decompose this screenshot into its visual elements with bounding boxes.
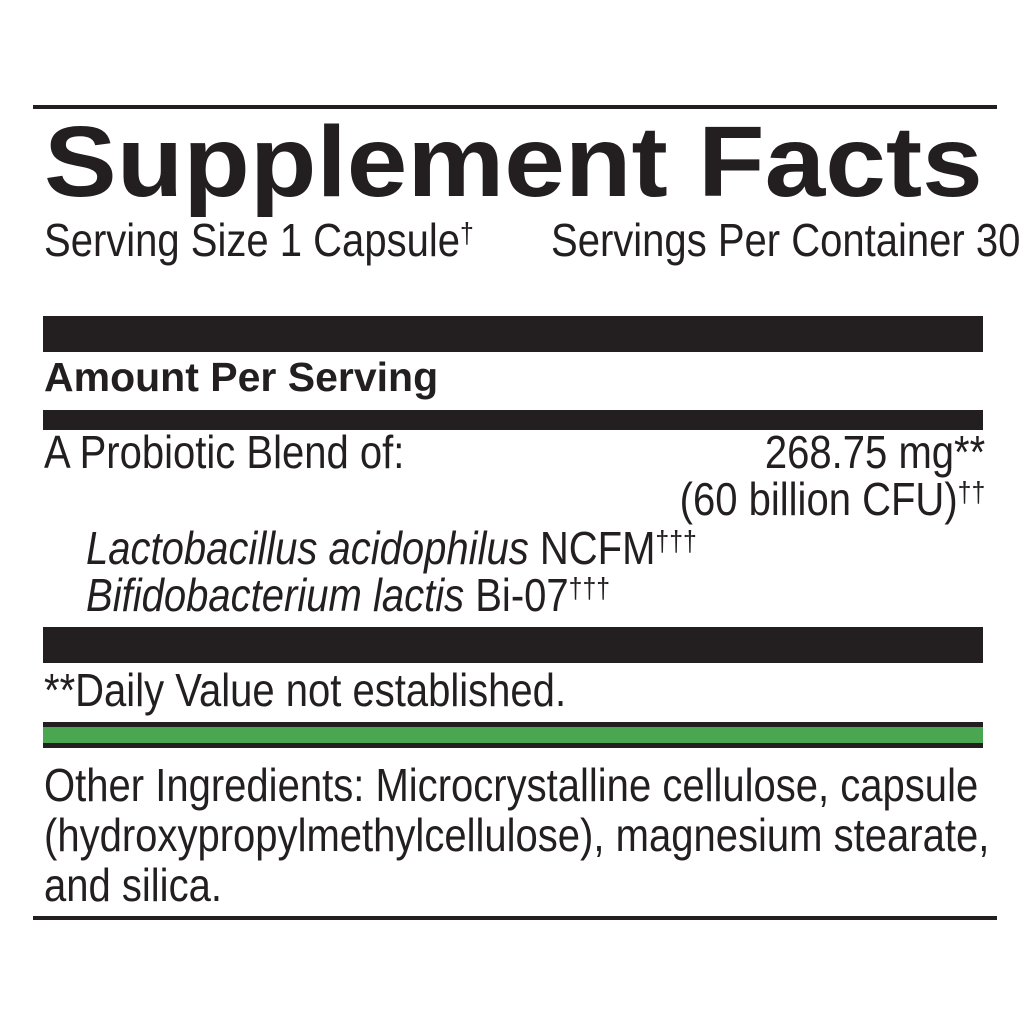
blend-ingredient-row: Bifidobacterium lactis Bi-07††† [86,572,688,626]
divider-bar-thick-bottom [43,627,983,663]
blend-cfu-line: (60 billion CFU)†† [679,476,985,530]
strain-name: Bi-07 [464,569,569,621]
serving-info: Serving Size 1 Capsule† Servings Per Con… [44,217,1028,271]
blend-name-text: A Probiotic Blend of: [44,426,405,478]
triple-dagger-mark: ††† [655,526,697,559]
strain-name: NCFM [528,522,656,574]
top-rule [33,105,997,109]
other-ingredients-text: Other Ingredients: Microcrystalline cell… [44,759,990,911]
daily-value-footnote-text: **Daily Value not established. [44,664,567,716]
triple-dagger-mark: ††† [568,573,611,606]
other-ingredients-section: Other Ingredients: Microcrystalline cell… [44,760,1028,910]
panel-title: Supplement Facts [44,112,983,212]
divider-bar-thick-top [43,316,983,352]
blend-amount-cell: 268.75 mg** (60 billion CFU)†† [634,429,985,530]
blend-cfu-text: (60 billion CFU) [679,473,958,525]
blend-ingredient-line: Lactobacillus acidophilus NCFM††† [86,525,697,579]
blend-ingredient-row: Lactobacillus acidophilus NCFM††† [86,525,788,579]
double-dagger-mark: †† [957,477,985,510]
species-name: Bifidobacterium lactis [86,569,465,621]
blend-ingredient-line: Bifidobacterium lactis Bi-07††† [86,572,610,626]
species-name: Lactobacillus acidophilus [86,522,529,574]
green-accent-band [43,722,983,748]
serving-size-line: Serving Size 1 Capsule† [44,217,474,271]
divider-bar-thin [43,410,983,430]
panel-title-text: Supplement Facts [44,106,983,218]
servings-per-container-line: Servings Per Container 30 [550,214,1021,266]
bottom-rule [33,916,997,920]
serving-size-text: Serving Size 1 Capsule [44,214,460,266]
blend-amount-text: 268.75 mg** [764,426,985,478]
blend-name-cell: A Probiotic Blend of: [44,429,458,476]
daily-value-footnote: **Daily Value not established. [44,667,644,714]
amount-per-serving-heading: Amount Per Serving [44,354,439,400]
dagger-mark: † [459,218,474,251]
